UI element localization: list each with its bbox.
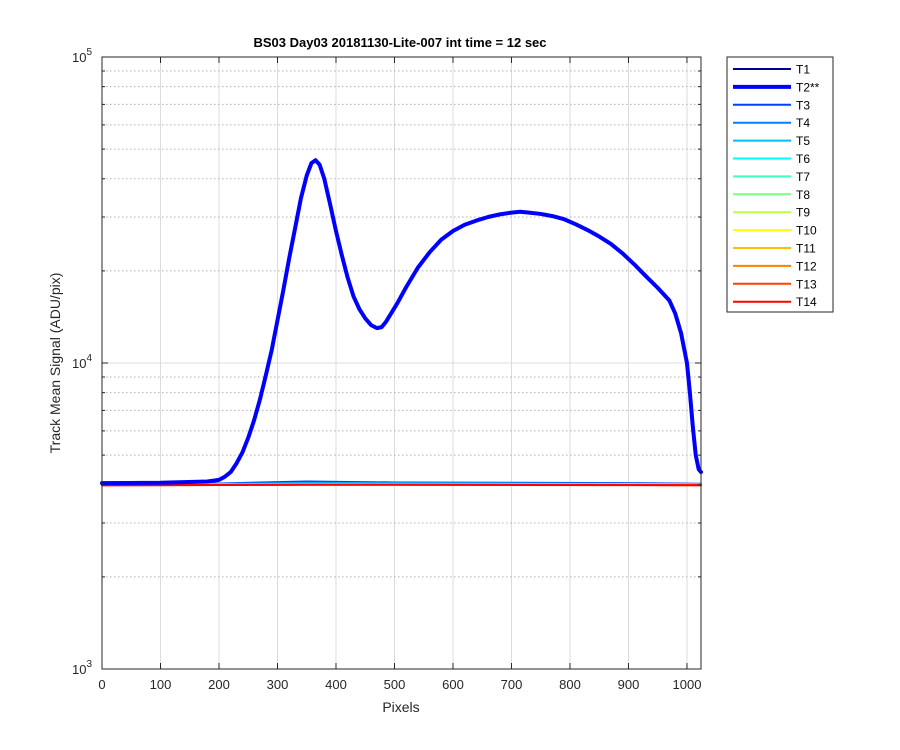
series-line-t2 <box>100 158 703 486</box>
legend-label: T1 <box>796 63 810 77</box>
x-tick-label: 900 <box>618 677 640 692</box>
legend-label: T8 <box>796 188 810 202</box>
legend-label: T2** <box>796 80 820 94</box>
x-tick-label: 0 <box>98 677 105 692</box>
data-series <box>100 158 703 487</box>
y-tick-label: 103 <box>72 659 92 677</box>
x-tick-label: 800 <box>559 677 581 692</box>
legend-label: T14 <box>796 295 817 309</box>
x-axis-label: Pixels <box>382 699 419 715</box>
x-tick-label: 100 <box>150 677 172 692</box>
legend-label: T9 <box>796 206 810 220</box>
legend-box <box>726 56 834 313</box>
legend-label: T13 <box>796 277 817 291</box>
x-tick-label: 1000 <box>673 677 702 692</box>
x-tick-label: 200 <box>208 677 230 692</box>
x-tick-label: 500 <box>384 677 406 692</box>
chart-title: BS03 Day03 20181130-Lite-007 int time = … <box>253 35 546 50</box>
series-line-t14 <box>101 483 702 487</box>
axis-ticks: 0 100 200 300 400 500 600 700 800 900 1000 103 104 10… <box>72 47 701 692</box>
y-axis-label: Track Mean Signal (ADU/pix) <box>47 273 63 454</box>
y-tick-label: 105 <box>72 47 92 65</box>
legend-label: T7 <box>796 170 810 184</box>
legend-label: T6 <box>796 152 810 166</box>
x-tick-label: 700 <box>501 677 523 692</box>
legend-label: T10 <box>796 224 817 238</box>
legend: T1 T2** T3 T4 T5 T6 T7 T8 T9 T10 T11 T12 T13 T14 <box>726 56 834 313</box>
x-tick-label: 400 <box>325 677 347 692</box>
legend-label: T12 <box>796 259 817 273</box>
y-tick-label: 104 <box>72 353 92 371</box>
x-tick-label: 300 <box>267 677 289 692</box>
legend-label: T5 <box>796 134 810 148</box>
legend-label: T11 <box>796 242 816 256</box>
legend-label: T3 <box>796 98 810 112</box>
x-tick-label: 600 <box>442 677 464 692</box>
legend-label: T4 <box>796 116 810 130</box>
